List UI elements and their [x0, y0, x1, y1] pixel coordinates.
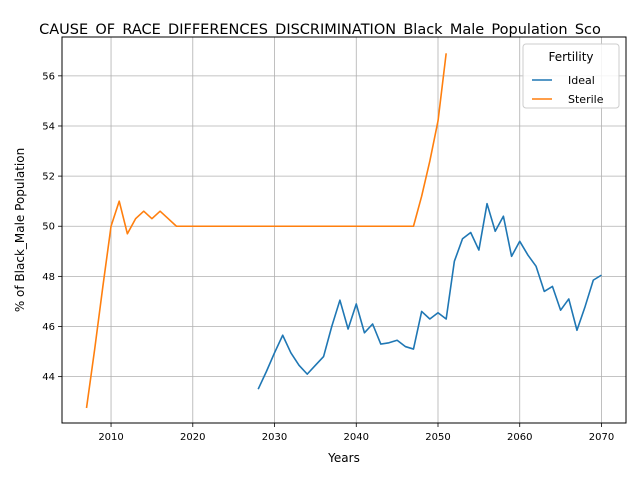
series-line-sterile [85, 53, 447, 409]
legend-items: Ideal Sterile [532, 74, 604, 106]
x-tick-label: 2050 [425, 432, 450, 443]
y-tick-label: 52 [42, 172, 55, 183]
legend-label-sterile: Sterile [568, 93, 604, 106]
legend: Fertility Ideal Sterile [522, 43, 620, 109]
series-line-ideal [257, 202, 602, 390]
x-tick-label: 2010 [98, 432, 123, 443]
x-axis-ticks: 2010 2020 2030 2040 2050 2060 2070 [98, 423, 614, 443]
series-lines [85, 53, 602, 409]
y-tick-label: 50 [42, 222, 55, 233]
legend-label-ideal: Ideal [568, 74, 595, 87]
y-tick-label: 54 [42, 121, 55, 132]
x-tick-label: 2060 [507, 432, 532, 443]
chart-title: CAUSE_OF_RACE_DIFFERENCES_DISCRIMINATION… [39, 22, 601, 38]
y-axis-ticks: 44 46 48 50 52 54 56 [42, 71, 62, 383]
x-tick-label: 2070 [589, 432, 614, 443]
x-tick-label: 2040 [344, 432, 369, 443]
plot-frame [61, 36, 627, 424]
y-tick-label: 56 [42, 71, 55, 82]
x-tick-label: 2030 [262, 432, 287, 443]
legend-box [522, 43, 620, 109]
y-tick-label: 48 [42, 272, 55, 283]
x-axis-label: Years [327, 451, 360, 465]
y-tick-label: 46 [42, 322, 55, 333]
y-axis-label: % of Black_Male Population [13, 148, 27, 312]
x-tick-label: 2020 [180, 432, 205, 443]
legend-title: Fertility [548, 50, 593, 64]
y-tick-label: 44 [42, 372, 55, 383]
